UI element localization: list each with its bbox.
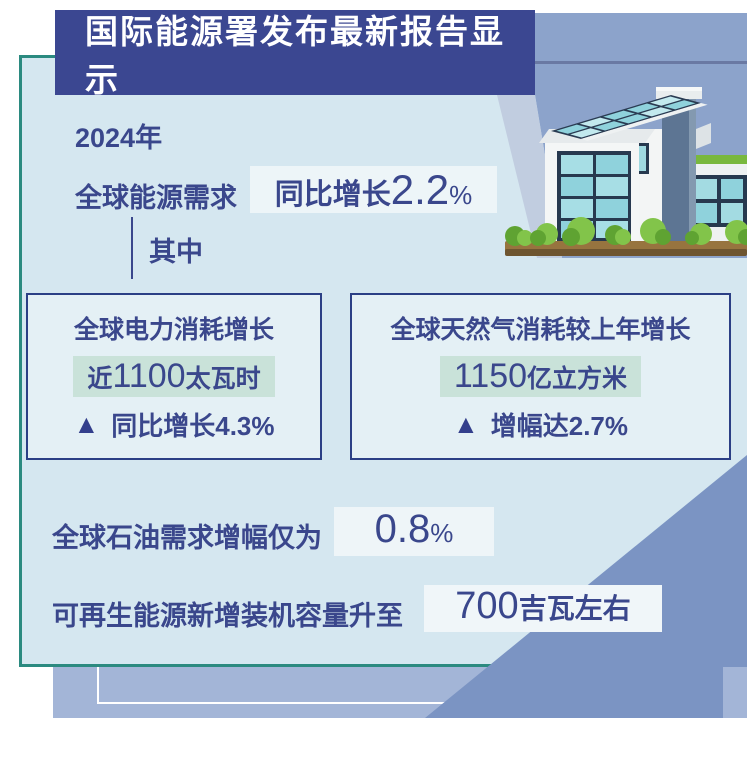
energy-demand-label: 全球能源需求: [75, 183, 237, 213]
bushes-icon: [505, 217, 747, 246]
up-triangle-icon: ▲: [453, 409, 479, 440]
oil-demand-highlight: 0.8%: [334, 507, 494, 556]
gas-growth-row: ▲ 增幅达2.7%: [453, 406, 628, 443]
gas-growth-text: 增幅达2.7%: [490, 410, 628, 441]
connector-line: [131, 217, 133, 279]
gas-hl-suffix: 亿立方米: [527, 364, 628, 393]
renewables-value: 700: [455, 585, 519, 627]
up-triangle-icon: ▲: [73, 409, 100, 440]
gas-stat-box: 全球天然气消耗较上年增长 1150 亿立方米 ▲ 增幅达2.7%: [350, 293, 731, 460]
demand-unit: %: [449, 180, 473, 210]
demand-value: 2.2: [390, 166, 450, 213]
electricity-stat-box: 全球电力消耗增长 近 1100 太瓦时 ▲ 同比增长4.3%: [26, 293, 322, 460]
among-label: 其中: [149, 237, 203, 267]
electricity-highlight: 近 1100 太瓦时: [73, 355, 275, 397]
page-title: 国际能源署发布最新报告显示: [85, 12, 505, 98]
renewables-highlight: 700 吉瓦左右: [424, 585, 662, 632]
electricity-hl-prefix: 近: [87, 364, 113, 393]
oil-demand-label: 全球石油需求增幅仅为: [52, 523, 322, 553]
electricity-hl-suffix: 太瓦时: [185, 364, 261, 393]
oil-value: 0.8: [374, 507, 431, 551]
solar-building-illustration: [505, 87, 747, 256]
electricity-hl-value: 1100: [112, 356, 186, 395]
energy-demand-highlight: 同比增长 2.2%: [250, 166, 497, 213]
oil-unit: %: [430, 518, 454, 548]
year-label: 2024年: [75, 123, 163, 153]
right-edge-strip: [723, 667, 747, 718]
gas-hl-value: 1150: [453, 356, 528, 395]
renewables-label: 可再生能源新增装机容量升至: [52, 601, 403, 631]
electricity-growth-row: ▲ 同比增长4.3%: [74, 406, 275, 443]
electricity-growth-text: 同比增长4.3%: [111, 410, 275, 441]
demand-prefix: 同比增长: [274, 179, 391, 211]
renewables-suffix: 吉瓦左右: [518, 593, 631, 624]
gas-title: 全球天然气消耗较上年增长: [390, 316, 691, 345]
background-edge-line: [535, 61, 747, 64]
gas-highlight: 1150 亿立方米: [439, 355, 642, 397]
electricity-title: 全球电力消耗增长: [73, 316, 274, 345]
solar-panel-icon: [551, 95, 708, 141]
title-banner: 国际能源署发布最新报告显示: [55, 10, 535, 98]
